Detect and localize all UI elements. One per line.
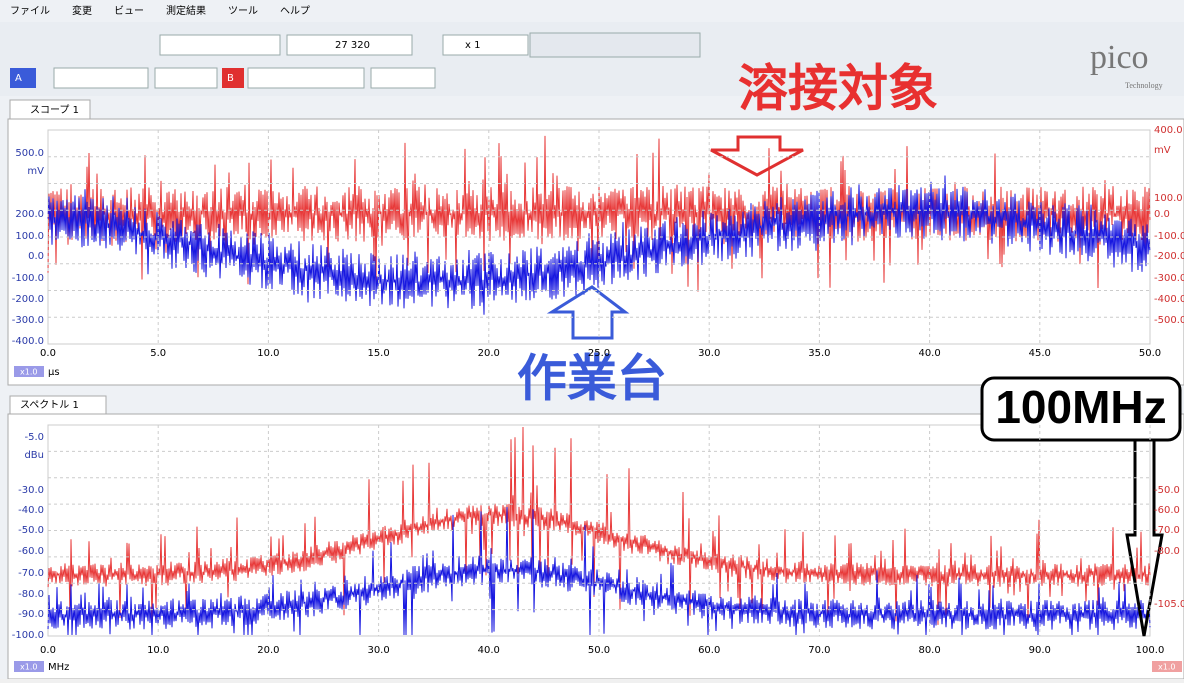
y2-tick-label: -70.0 <box>1154 525 1180 536</box>
y2-tick-label: -400.0 <box>1154 294 1184 305</box>
menu-item[interactable]: ツール <box>228 6 258 17</box>
combo[interactable] <box>248 68 364 88</box>
y2-tick-label: -80.0 <box>1154 546 1180 557</box>
x-tick-label: 30.0 <box>698 348 720 359</box>
y-tick-label: -60.0 <box>18 546 44 557</box>
y2-tick-label: -300.0 <box>1154 273 1184 284</box>
x-tick-label: 45.0 <box>1029 348 1051 359</box>
x-tick-label: 50.0 <box>1139 348 1161 359</box>
tab-label: スペクトル 1 <box>20 399 79 411</box>
y-tick-label: 200.0 <box>15 209 44 220</box>
y-tick-label: -30.0 <box>18 485 44 496</box>
x-tick-label: 90.0 <box>1029 645 1051 656</box>
frequency-label: 100MHz <box>995 381 1166 433</box>
x-tick-label: 30.0 <box>367 645 389 656</box>
y2-tick-label: -105.0 <box>1154 599 1184 610</box>
x-tick-label: 40.0 <box>918 348 940 359</box>
x-tick-label: 70.0 <box>808 645 830 656</box>
x-tick-label: 5.0 <box>150 348 166 359</box>
x-tick-label: 0.0 <box>40 645 56 656</box>
x-tick-label: 25.0 <box>588 348 610 359</box>
y2-tick-label: 100.0 <box>1154 193 1183 204</box>
y-tick-label: 500.0 <box>15 148 44 159</box>
combo[interactable] <box>54 68 148 88</box>
x-unit: μs <box>48 367 60 378</box>
y-tick-label: -200.0 <box>12 294 44 305</box>
x-tick-label: 20.0 <box>257 645 279 656</box>
y-tick-label: -90.0 <box>18 609 44 620</box>
y-tick-label: 0.0 <box>28 251 44 262</box>
y2-tick-label: -500.0 <box>1154 315 1184 326</box>
screen: A B 27 320 x 1 pico Technology スコープ 1 x1… <box>0 0 1184 679</box>
y-tick-label: dBu <box>24 450 44 461</box>
x-tick-label: 15.0 <box>367 348 389 359</box>
x-tick-label: 100.0 <box>1136 645 1165 656</box>
x-scale: x1.0 <box>20 663 37 672</box>
y-tick-label: -50.0 <box>18 525 44 536</box>
y-tick-label: -80.0 <box>18 589 44 600</box>
y2-tick-label: 0.0 <box>1154 209 1170 220</box>
y2-tick-label: 400.0 <box>1154 125 1183 136</box>
y-tick-label: -300.0 <box>12 315 44 326</box>
y-tick-label: -400.0 <box>12 336 44 347</box>
y2-tick-label: mV <box>1154 145 1171 156</box>
channel-b: B <box>227 73 234 84</box>
combo[interactable] <box>155 68 217 88</box>
page: A B 27 320 x 1 pico Technology スコープ 1 x1… <box>0 0 1184 679</box>
x-tick-label: 0.0 <box>40 348 56 359</box>
y-tick-label: mV <box>27 166 44 177</box>
x-tick-label: 20.0 <box>478 348 500 359</box>
logo: pico <box>1090 39 1149 76</box>
x-tick-label: 80.0 <box>918 645 940 656</box>
menu-item[interactable]: ビュー <box>114 5 144 17</box>
y-tick-label: 100.0 <box>15 231 44 242</box>
x-scale: x1.0 <box>20 368 37 377</box>
channel-a-button[interactable] <box>10 68 36 88</box>
y-tick-label: -70.0 <box>18 568 44 579</box>
y2-tick-label: -100.0 <box>1154 231 1184 242</box>
menu-item[interactable]: 変更 <box>72 4 92 17</box>
x-tick-label: 35.0 <box>808 348 830 359</box>
x-tick-label: 40.0 <box>478 645 500 656</box>
menu-item[interactable]: ヘルプ <box>280 5 310 17</box>
x-tick-label: 10.0 <box>147 645 169 656</box>
y-tick-label: -100.0 <box>12 630 44 641</box>
y-tick-label: -40.0 <box>18 505 44 516</box>
tool-buttons[interactable] <box>530 33 700 57</box>
y-tick-label: -5.0 <box>24 432 44 443</box>
toolbar-row-2 <box>10 68 435 88</box>
x-tick-label: 50.0 <box>588 645 610 656</box>
menu-item[interactable]: 測定結果 <box>166 4 206 17</box>
menu-item[interactable]: ファイル <box>10 6 50 17</box>
sample-count: 27 320 <box>335 40 370 51</box>
channel-a: A <box>15 73 22 84</box>
y2-tick-label: -60.0 <box>1154 505 1180 516</box>
x-unit: MHz <box>48 662 69 673</box>
x-tick-label: 60.0 <box>698 645 720 656</box>
logo-tagline: Technology <box>1125 81 1163 90</box>
zoom-box[interactable] <box>443 35 528 55</box>
zoom: x 1 <box>465 40 480 51</box>
right-scale: x1.0 <box>1158 663 1175 672</box>
y2-tick-label: -50.0 <box>1154 485 1180 496</box>
combo[interactable] <box>160 35 280 55</box>
target-label: 溶接対象 <box>738 60 938 118</box>
tab-label: スコープ 1 <box>30 104 79 116</box>
combo[interactable] <box>371 68 435 88</box>
y2-tick-label: -200.0 <box>1154 251 1184 262</box>
x-tick-label: 10.0 <box>257 348 279 359</box>
y-tick-label: -100.0 <box>12 273 44 284</box>
